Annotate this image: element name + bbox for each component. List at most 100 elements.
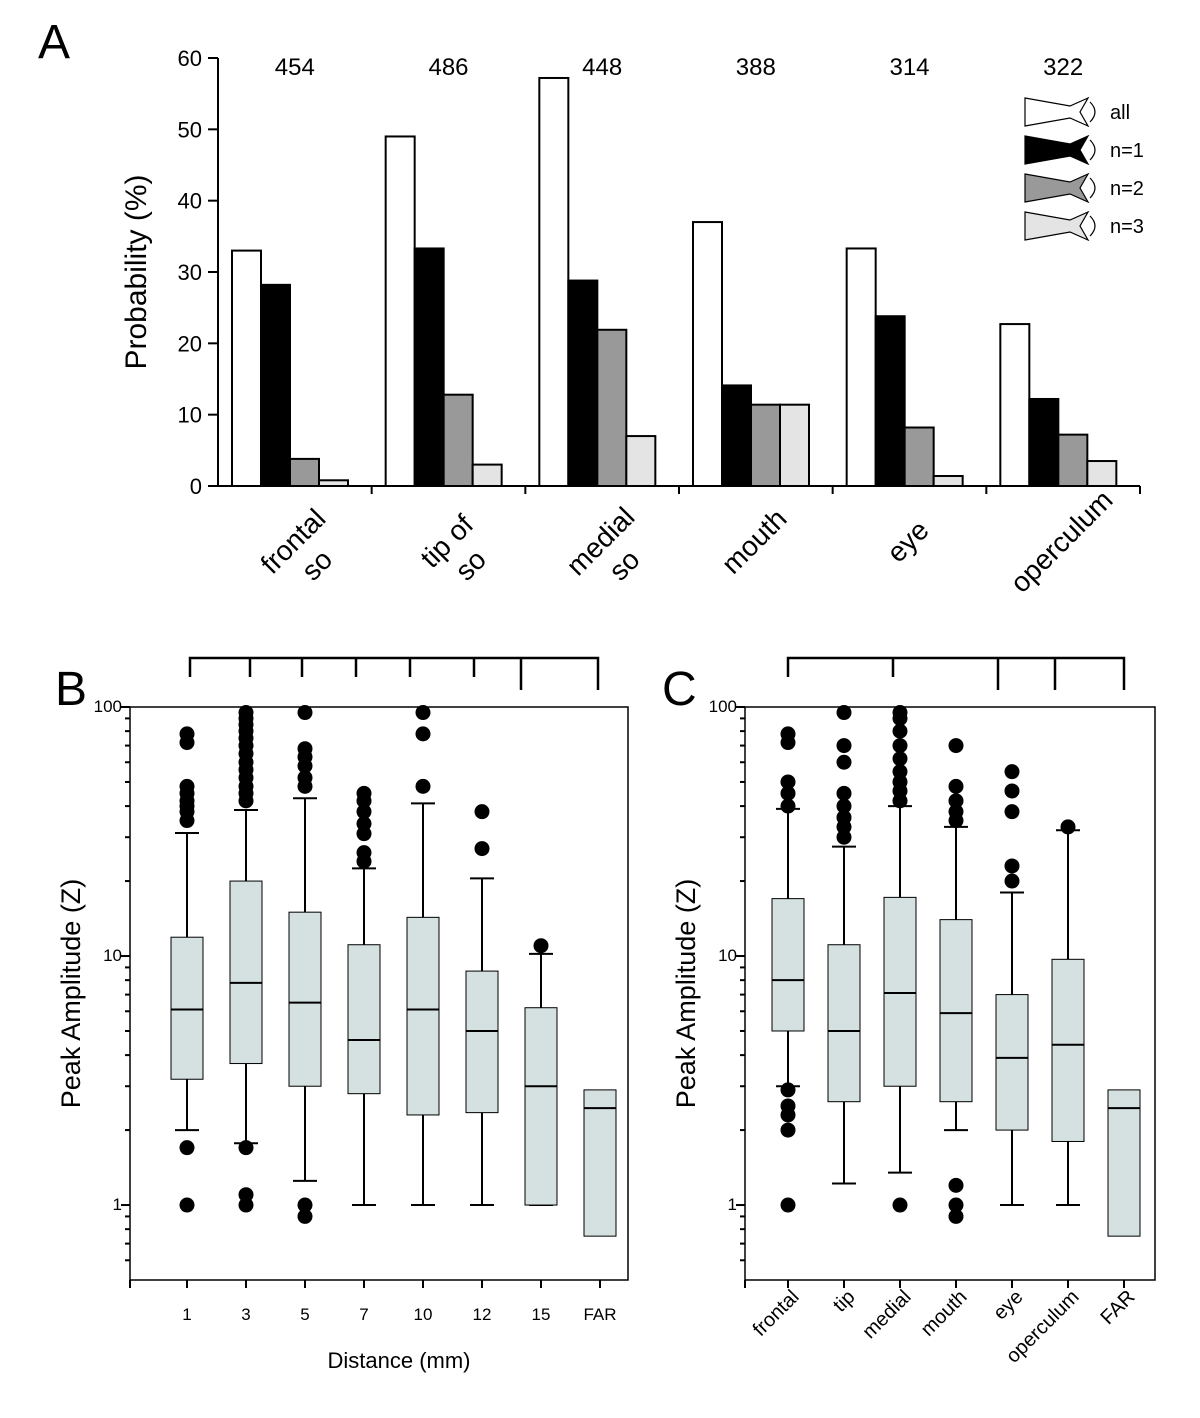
bar [413, 247, 445, 487]
x-tick-label: 10 [414, 1305, 433, 1324]
legend-swatch [1024, 210, 1090, 242]
bar [596, 328, 628, 487]
outlier [892, 705, 908, 721]
outlier [948, 1208, 964, 1224]
box [465, 970, 499, 1114]
outlier [836, 785, 852, 801]
outlier [179, 1140, 195, 1156]
outlier [780, 785, 796, 801]
outlier [948, 778, 964, 794]
x-tick-label: frontal [749, 1286, 804, 1341]
bar [1028, 397, 1060, 487]
bar [874, 315, 906, 487]
plot-frame [129, 706, 629, 1281]
outlier [948, 738, 964, 754]
x-tick-label-line: eye [881, 514, 935, 568]
outlier [415, 778, 431, 794]
outlier [297, 705, 313, 721]
bar [318, 479, 349, 488]
outlier [780, 1197, 796, 1213]
box [1051, 958, 1085, 1142]
bar [692, 221, 723, 487]
outlier [474, 841, 490, 857]
bar [1086, 460, 1118, 487]
outlier [836, 809, 852, 825]
outlier [356, 845, 372, 861]
outlier [836, 705, 852, 721]
outlier [238, 705, 254, 721]
outlier [892, 764, 908, 780]
legend-label: n=3 [1110, 216, 1144, 238]
x-tick-label: tip ofso [414, 509, 503, 598]
y-axis-label: Peak Amplitude (Z) [671, 879, 701, 1109]
outlier [356, 804, 372, 820]
box [939, 919, 973, 1103]
box [347, 944, 381, 1095]
bar [999, 323, 1031, 487]
x-tick-label: operculum [1004, 484, 1118, 598]
outlier [1004, 783, 1020, 799]
outlier [474, 804, 490, 820]
bar [932, 475, 964, 488]
panel-label: B [55, 663, 87, 716]
significance-bracket-c [786, 656, 1126, 690]
box [288, 911, 322, 1087]
outlier [356, 785, 372, 801]
count-label: 322 [1043, 54, 1083, 81]
outlier [415, 726, 431, 742]
bar [721, 384, 752, 488]
bar [442, 393, 474, 487]
count-label: 454 [275, 54, 315, 81]
bar [384, 135, 416, 487]
outlier [836, 754, 852, 770]
legend-label: n=1 [1110, 140, 1144, 162]
outlier [179, 778, 195, 794]
outlier [238, 1187, 254, 1203]
box [406, 916, 440, 1116]
box [583, 1089, 617, 1237]
outlier [948, 793, 964, 809]
box [170, 936, 204, 1080]
x-tick-label-line: mouth [716, 503, 793, 580]
outlier [297, 770, 313, 786]
outlier [836, 829, 852, 845]
outlier [297, 1197, 313, 1213]
y-tick-label: 0 [190, 474, 202, 499]
x-tick-label: 3 [241, 1305, 250, 1324]
bar [260, 283, 291, 487]
outlier [179, 726, 195, 742]
outlier [780, 1082, 796, 1098]
legend-arrow [1089, 139, 1096, 161]
bar [903, 426, 935, 487]
outlier [415, 705, 431, 721]
x-tick-label: 5 [300, 1305, 309, 1324]
outlier [238, 1140, 254, 1156]
outlier [892, 751, 908, 767]
count-label: 314 [889, 54, 929, 81]
count-label: 448 [582, 54, 622, 81]
x-tick-label: frontalso [255, 503, 356, 604]
legend-arrow [1089, 177, 1096, 199]
x-tick-label: mouth [917, 1286, 972, 1341]
box [883, 896, 917, 1087]
legend-swatch [1024, 172, 1090, 204]
bar [567, 279, 599, 487]
y-tick-label: 40 [178, 189, 202, 214]
outlier [892, 738, 908, 754]
outlier [297, 741, 313, 757]
bar [471, 463, 503, 488]
bar [289, 457, 320, 488]
panel-label: A [38, 16, 70, 69]
outlier [533, 938, 549, 954]
outlier [892, 1197, 908, 1213]
outlier [780, 1098, 796, 1114]
y-tick-label: 10 [178, 403, 202, 428]
outlier [238, 1197, 254, 1213]
box [827, 944, 861, 1103]
x-tick-label: 7 [359, 1305, 368, 1324]
bar [1057, 433, 1089, 488]
box [771, 898, 805, 1032]
bar [750, 403, 781, 487]
bar [625, 435, 657, 488]
